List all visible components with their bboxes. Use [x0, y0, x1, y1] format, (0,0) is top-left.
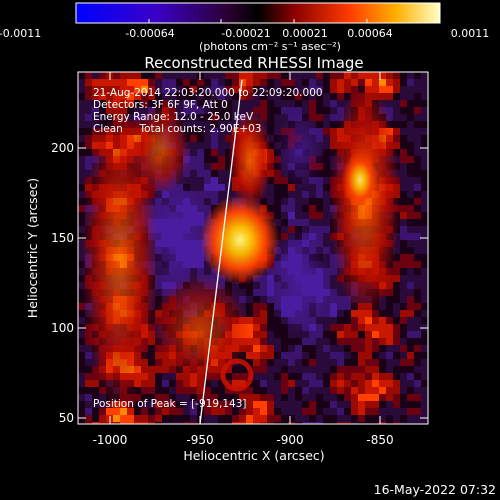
- colorbar-tick-label: -0.00064: [125, 27, 174, 40]
- colorbar-ticks: [75, 19, 441, 23]
- x-tick-label: -900: [276, 433, 303, 447]
- x-tick-label: -950: [186, 433, 213, 447]
- footer-timestamp: 16-May-2022 07:32: [374, 482, 496, 497]
- plot-frame: [77, 71, 429, 425]
- info-clean-counts: Clean Total counts: 2.90E+03: [93, 123, 262, 135]
- colorbar-tick-label: -0.00021: [221, 27, 270, 40]
- colorbar: -0.0011 -0.00064 -0.00021 0.00021 0.0006…: [0, 2, 490, 53]
- colorbar-tick-label: 0.0011: [451, 27, 490, 40]
- colorbar-tick-label: -0.0011: [0, 27, 41, 40]
- plot-title: Reconstructed RHESSI Image: [144, 54, 363, 72]
- y-tick-label: 200: [51, 141, 74, 155]
- info-time-range: 21-Aug-2014 22:03:20.000 to 22:09:20.000: [93, 87, 323, 99]
- observation-info: 21-Aug-2014 22:03:20.000 to 22:09:20.000…: [93, 87, 323, 135]
- colorbar-gradient: [75, 2, 441, 24]
- y-tick-label: 50: [59, 411, 74, 425]
- peak-position: Position of Peak = [-919,143]: [93, 398, 247, 410]
- solar-limb-line: [199, 79, 243, 424]
- x-tick-label: -850: [366, 433, 393, 447]
- x-axis-label: Heliocentric X (arcsec): [183, 448, 324, 463]
- x-tick-label: -1000: [93, 433, 128, 447]
- info-energy-range: Energy Range: 12.0 - 25.0 keV: [93, 111, 254, 123]
- colorbar-tick-label: 0.00021: [282, 27, 328, 40]
- rhessi-image: [78, 72, 428, 424]
- y-axis-label: Heliocentric Y (arcsec): [25, 178, 40, 318]
- y-tick-label: 150: [51, 231, 74, 245]
- y-tick-label: 100: [51, 321, 74, 335]
- colorbar-units-label: (photons cm⁻² s⁻¹ asec⁻²): [199, 40, 341, 53]
- colorbar-tick-label: 0.00064: [347, 27, 393, 40]
- info-detectors: Detectors: 3F 6F 9F, Att 0: [93, 99, 228, 111]
